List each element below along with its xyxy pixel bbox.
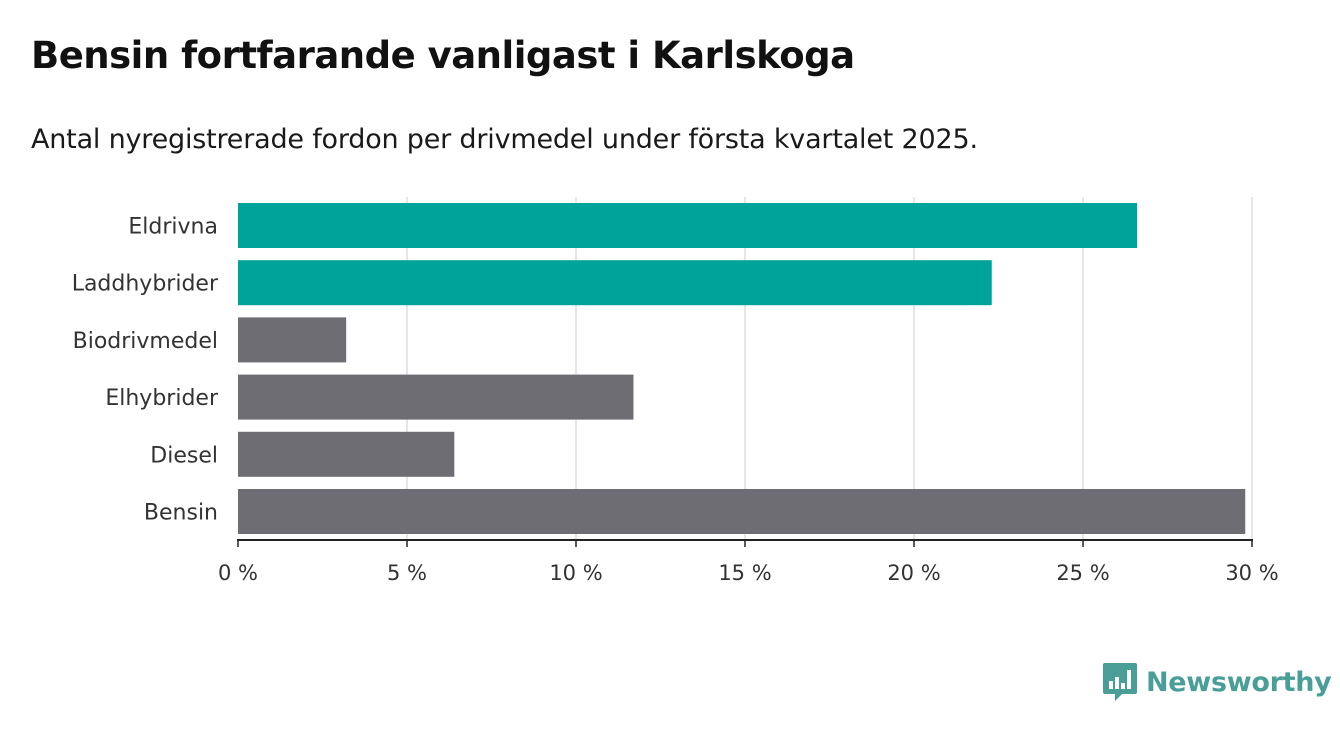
chart-subtitle: Antal nyregistrerade fordon per drivmede… [31,124,978,155]
category-label: Diesel [150,443,218,468]
chart-title: Bensin fortfarande vanligast i Karlskoga [31,34,855,77]
category-label: Eldrivna [128,215,218,240]
x-axis: 0 % 5 % 10 % 15 % 20 % 25 % 30 % [218,539,1279,585]
grid-lines [406,197,1253,540]
brand-name: Newsworthy [1146,666,1332,698]
x-tick-label: 5 % [387,561,427,585]
x-tick-label: 10 % [549,561,602,585]
x-tick-label: 30 % [1225,561,1278,585]
category-label: Laddhybrider [72,272,219,297]
x-tick-label: 20 % [887,561,940,585]
category-labels: Eldrivna Laddhybrider Biodrivmedel Elhybrid… [72,215,219,526]
category-label: Bensin [144,501,218,526]
x-tick-label: 0 % [218,561,258,585]
bar-chart-speech-bubble-icon [1103,663,1137,701]
bar [238,489,1246,534]
bar [238,203,1138,248]
x-tick-label: 15 % [718,561,771,585]
bar [238,431,455,477]
bar [238,317,347,363]
category-label: Elhybrider [105,386,219,411]
bars [238,203,1246,534]
x-tick-label: 25 % [1056,561,1109,585]
bar [238,260,992,306]
bar [238,374,634,420]
category-label: Biodrivmedel [73,329,218,354]
newsworthy-logo: Newsworthy [1102,661,1332,703]
